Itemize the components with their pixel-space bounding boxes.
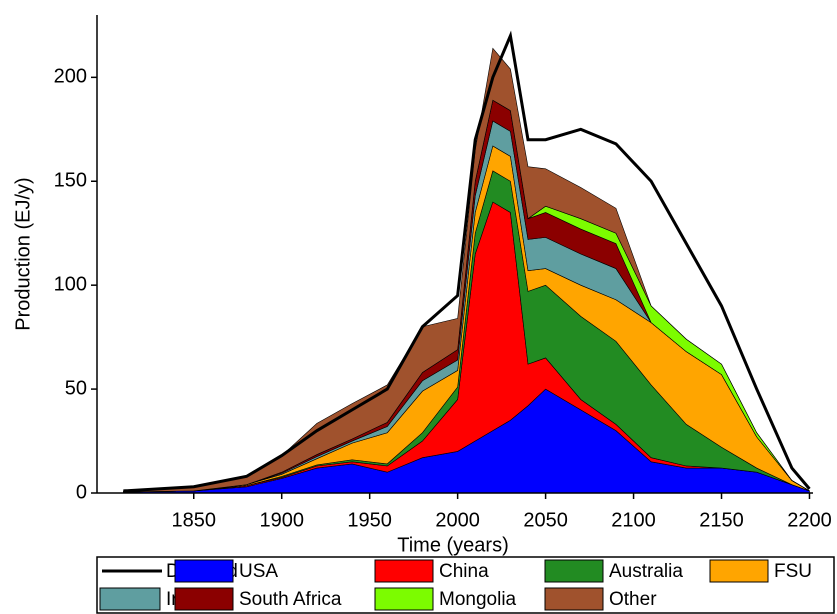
- y-tick-label: 200: [54, 66, 87, 88]
- y-tick-label: 0: [76, 481, 87, 503]
- legend-swatch: [174, 559, 234, 583]
- legend-label: FSU: [774, 561, 812, 582]
- legend-label: Mongolia: [439, 589, 517, 610]
- legend-swatch: [99, 587, 161, 611]
- y-tick-label: 150: [54, 170, 87, 192]
- y-axis-label: Production (EJ/y): [12, 177, 34, 330]
- legend-swatch: [174, 587, 234, 611]
- x-tick-label: 1850: [172, 509, 217, 531]
- legend-label: Other: [609, 589, 657, 610]
- plot-area: [123, 30, 811, 494]
- demand-line: [123, 30, 811, 493]
- x-tick-label: 2100: [611, 509, 656, 531]
- legend-swatch: [709, 559, 769, 583]
- y-tick-label: 100: [54, 273, 87, 295]
- x-tick-label: 2150: [699, 509, 744, 531]
- x-tick-label: 2000: [435, 509, 480, 531]
- legend-swatch: [374, 559, 434, 583]
- legend-label: South Africa: [239, 589, 342, 610]
- area: [123, 47, 810, 493]
- legend-swatch: [374, 587, 434, 611]
- legend-swatch: [544, 559, 604, 583]
- x-tick-label: 1950: [347, 509, 392, 531]
- x-tick-label: 1900: [259, 509, 304, 531]
- legend-swatch: [544, 587, 604, 611]
- x-axis-label: Time (years): [397, 534, 508, 556]
- x-tick-label: 2050: [523, 509, 568, 531]
- x-tick-label: 2200: [787, 509, 832, 531]
- legend-label: China: [439, 561, 489, 582]
- legend: DemandUSAChinaAustraliaFSUIndiaSouth Afr…: [99, 559, 812, 611]
- legend-label: Australia: [609, 561, 683, 582]
- y-tick-label: 50: [65, 377, 87, 399]
- legend-frame: [96, 556, 835, 614]
- legend-label: USA: [239, 561, 278, 582]
